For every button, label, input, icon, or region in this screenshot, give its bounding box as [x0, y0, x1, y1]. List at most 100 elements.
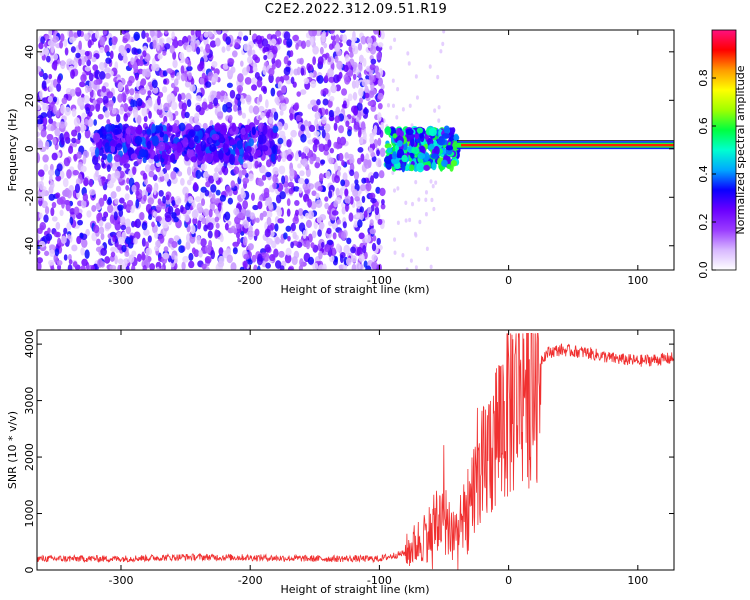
heatmap-cell — [446, 163, 452, 170]
heatmap-cell — [182, 255, 189, 263]
heatmap-cell — [347, 93, 353, 102]
heatmap-cell — [203, 171, 209, 178]
heatmap-cell — [299, 89, 307, 95]
heatmap-cell — [350, 255, 357, 263]
heatmap-cell — [94, 30, 100, 39]
heatmap-cell — [299, 57, 304, 65]
heatmap-cell — [212, 153, 220, 163]
heatmap-cell — [107, 173, 112, 182]
heatmap-cell — [114, 255, 118, 265]
heatmap-cell — [395, 115, 399, 120]
bottom-x-axis-label: Height of straight line (km) — [280, 583, 429, 596]
heatmap-cell — [49, 249, 55, 258]
heatmap-cell — [268, 67, 275, 76]
heatmap-cell — [380, 30, 385, 40]
heatmap-cell — [107, 180, 114, 189]
heatmap-cell — [56, 259, 63, 266]
heatmap-cell — [164, 172, 170, 183]
heatmap-cell — [386, 147, 392, 154]
heatmap-cell — [102, 95, 109, 104]
heatmap-cell — [234, 42, 240, 49]
heatmap-cell — [404, 218, 408, 223]
heatmap-cell — [141, 237, 146, 247]
heatmap-cell — [63, 227, 68, 235]
heatmap-cell — [91, 56, 97, 63]
heatmap-cell — [208, 208, 213, 218]
heatmap-cell — [84, 249, 90, 259]
heatmap-cell — [142, 264, 147, 270]
heatmap-cell — [310, 80, 317, 89]
heatmap-cell — [349, 156, 355, 165]
heatmap-cell — [123, 30, 130, 33]
heatmap-cell — [320, 241, 325, 249]
heatmap-cell — [216, 30, 222, 35]
heatmap-cell — [157, 96, 161, 106]
heatmap-cell — [87, 118, 94, 128]
heatmap-cell — [251, 254, 257, 263]
heatmap-cell — [393, 37, 397, 43]
heatmap-cell — [278, 165, 286, 175]
heatmap-cell — [339, 187, 344, 197]
heatmap-cell — [118, 208, 124, 218]
heatmap-cell — [211, 76, 216, 83]
heatmap-cell — [369, 192, 376, 200]
heatmap-cell — [37, 169, 45, 177]
heatmap-cell — [334, 115, 341, 124]
heatmap-cell — [44, 206, 50, 215]
heatmap-cell — [343, 244, 351, 255]
heatmap-cell — [322, 30, 326, 37]
heatmap-cell — [339, 136, 347, 146]
heatmap-cell — [154, 240, 161, 248]
heatmap-cell — [248, 105, 254, 114]
heatmap-cell — [259, 112, 265, 119]
heatmap-cell — [317, 264, 325, 270]
heatmap-cell — [329, 30, 335, 34]
heatmap-cell — [190, 156, 198, 163]
heatmap-cell — [203, 208, 210, 217]
heatmap-cell — [359, 206, 364, 214]
bottom-y-tick-label: 4000 — [23, 330, 36, 358]
heatmap-cell — [313, 138, 320, 145]
heatmap-cell — [264, 228, 271, 238]
heatmap-cell — [330, 84, 337, 94]
colorbar: 0.0 0.2 0.4 0.6 0.8 Normalized spectral ampl… — [697, 29, 747, 279]
heatmap-cell — [277, 137, 284, 145]
heatmap-cell — [123, 103, 129, 113]
heatmap-cell — [81, 57, 86, 66]
heatmap-cell — [123, 113, 128, 122]
heatmap-cell — [221, 46, 226, 53]
heatmap-cell — [264, 200, 270, 207]
heatmap-cell — [393, 188, 397, 193]
heatmap-cell — [286, 154, 293, 162]
heatmap-cell — [396, 186, 400, 191]
heatmap-cell — [247, 50, 252, 57]
heatmap-cell — [70, 69, 75, 79]
heatmap-cell — [318, 173, 324, 182]
heatmap-cell — [433, 108, 437, 113]
heatmap-cell — [342, 221, 347, 229]
heatmap-cell — [131, 47, 138, 55]
heatmap-cell — [217, 260, 225, 268]
heatmap-cell — [214, 229, 219, 239]
heatmap-cell — [241, 112, 247, 119]
heatmap-cell — [270, 87, 276, 97]
heatmap-cell — [222, 30, 229, 34]
heatmap-cell — [189, 175, 195, 182]
heatmap-cell — [262, 210, 267, 217]
heatmap-cell — [48, 73, 53, 80]
heatmap-cell — [429, 264, 433, 270]
heatmap-cell — [42, 103, 49, 112]
heatmap-cell — [200, 163, 208, 171]
heatmap-cell — [370, 197, 377, 204]
heatmap-cell — [381, 198, 385, 206]
heatmap-cell — [324, 243, 331, 253]
heatmap-cell — [369, 45, 377, 55]
heatmap-cell — [329, 255, 335, 263]
heatmap-cell — [154, 63, 160, 72]
heatmap-cell — [152, 174, 158, 181]
heatmap-cell — [50, 125, 55, 132]
heatmap-cell — [401, 162, 406, 173]
heatmap-cell — [359, 88, 364, 98]
heatmap-cell — [123, 201, 127, 210]
